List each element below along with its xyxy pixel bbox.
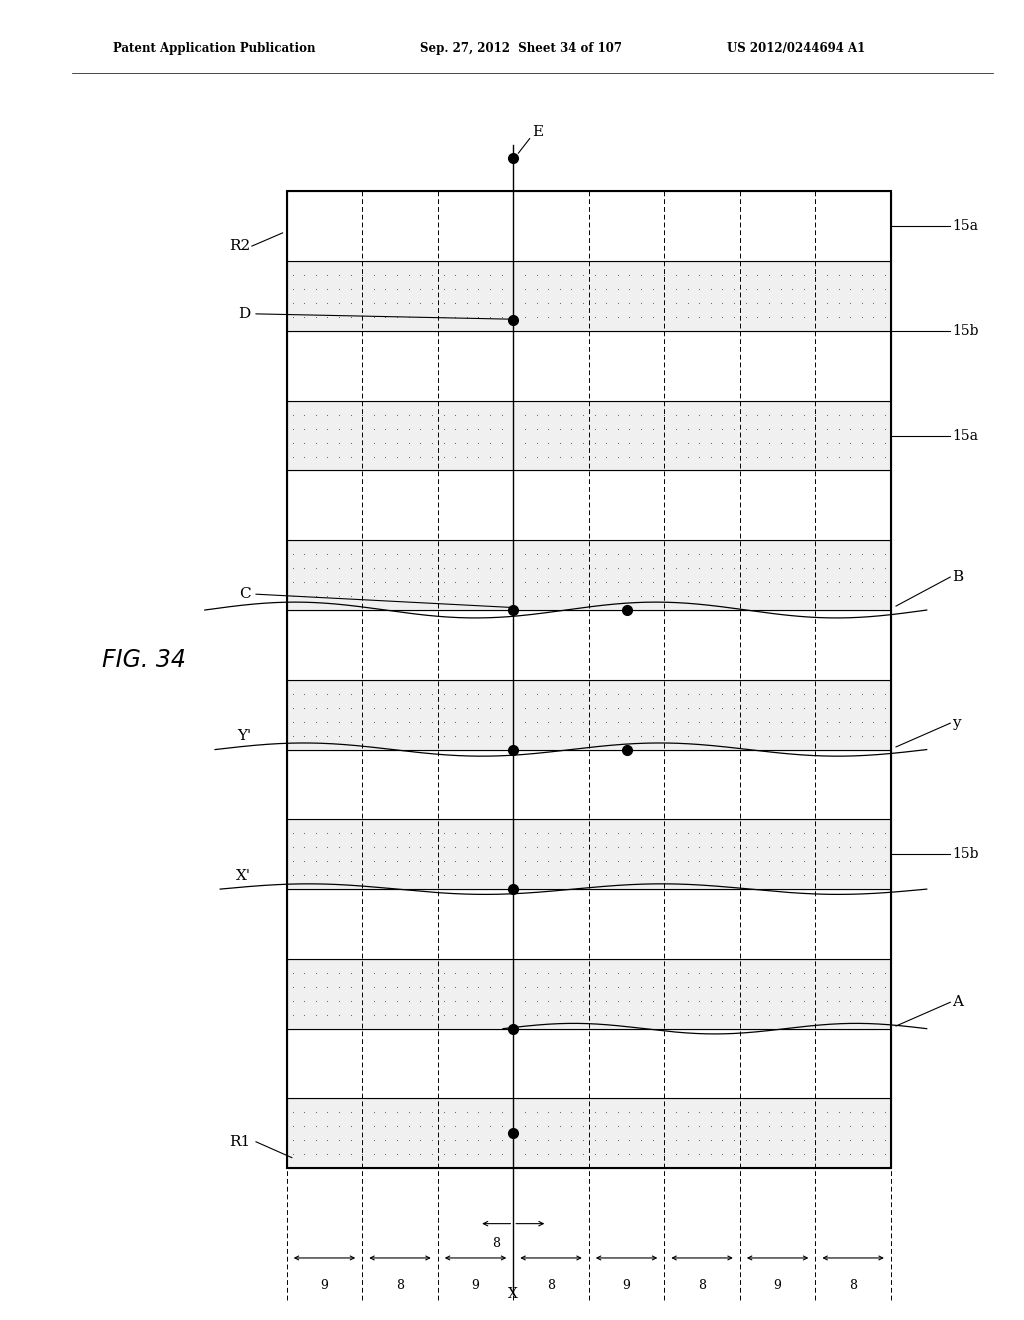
Text: B: B — [952, 570, 964, 583]
Bar — [287, 191, 891, 261]
Text: E: E — [531, 124, 543, 139]
Text: 9: 9 — [623, 1279, 631, 1292]
Bar — [287, 1098, 891, 1168]
Bar — [287, 610, 891, 680]
Text: 15a: 15a — [952, 219, 978, 234]
Text: Sep. 27, 2012  Sheet 34 of 107: Sep. 27, 2012 Sheet 34 of 107 — [420, 42, 622, 55]
Text: Y': Y' — [237, 730, 251, 743]
Text: 8: 8 — [547, 1279, 555, 1292]
Text: 15a: 15a — [952, 429, 978, 442]
Text: y: y — [952, 717, 961, 730]
Text: 9: 9 — [472, 1279, 479, 1292]
Bar — [287, 820, 891, 890]
Text: A: A — [952, 995, 964, 1010]
Bar — [287, 191, 891, 1168]
Bar — [287, 331, 891, 401]
Text: X: X — [508, 1287, 518, 1300]
Text: FIG. 34: FIG. 34 — [102, 648, 186, 672]
Bar — [287, 261, 891, 331]
Bar — [287, 958, 891, 1028]
Text: 9: 9 — [321, 1279, 329, 1292]
Bar — [287, 750, 891, 820]
Bar — [287, 890, 891, 958]
Text: 8: 8 — [698, 1279, 707, 1292]
Text: 15b: 15b — [952, 847, 979, 861]
Text: 9: 9 — [774, 1279, 781, 1292]
Text: 15b: 15b — [952, 323, 979, 338]
Bar — [287, 680, 891, 750]
Bar — [287, 1028, 891, 1098]
Text: R1: R1 — [229, 1135, 251, 1148]
Text: D: D — [239, 306, 251, 321]
Text: Patent Application Publication: Patent Application Publication — [113, 42, 315, 55]
Text: 8: 8 — [849, 1279, 857, 1292]
Bar — [287, 401, 891, 470]
Text: C: C — [240, 587, 251, 601]
Text: R2: R2 — [229, 239, 251, 253]
Text: 8: 8 — [396, 1279, 404, 1292]
Text: 8: 8 — [493, 1237, 501, 1250]
Text: X': X' — [236, 869, 251, 883]
Bar — [287, 540, 891, 610]
Text: US 2012/0244694 A1: US 2012/0244694 A1 — [727, 42, 865, 55]
Bar — [287, 470, 891, 540]
